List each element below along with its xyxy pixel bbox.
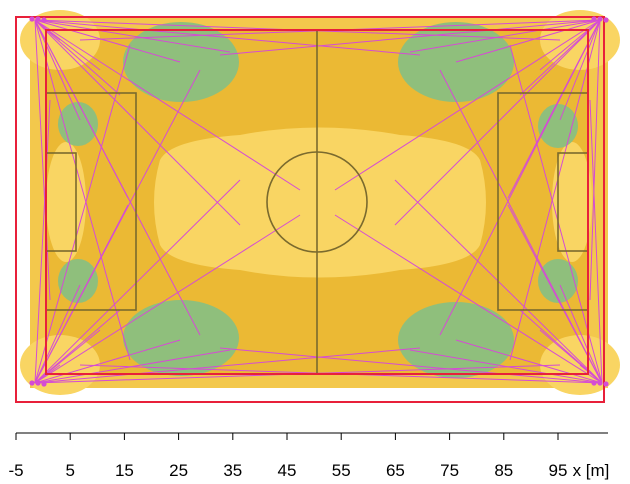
luminaire-dot	[29, 380, 35, 386]
scale-tick-label: 25	[169, 461, 188, 480]
beam-line	[34, 214, 301, 384]
beam-line	[34, 284, 81, 384]
beam-line	[455, 19, 601, 63]
beam-line	[409, 19, 601, 53]
luminaire-dot	[603, 381, 609, 387]
beam-line	[34, 19, 181, 63]
luminaire-dot	[603, 17, 609, 23]
scale-tick-label: 85	[494, 461, 513, 480]
beam-line	[34, 19, 421, 56]
beam-line	[509, 19, 601, 361]
beam-line	[219, 347, 603, 384]
scale-axis	[15, 432, 608, 440]
scale-tick-label: 5	[65, 461, 74, 480]
luminaire-dot	[597, 380, 603, 386]
luminaire-dot	[35, 16, 41, 22]
beam-line	[455, 339, 603, 384]
beam-line	[34, 19, 231, 53]
scale-tick-label: -5	[8, 461, 23, 480]
beam-line	[439, 19, 601, 336]
pitch-boundary	[45, 29, 589, 375]
beam-line	[589, 99, 603, 384]
beam-line	[539, 19, 601, 71]
beam-line	[34, 339, 181, 384]
scale-tick-label: 65	[386, 461, 405, 480]
scale-tick-label: 95	[549, 461, 568, 480]
beam-line	[219, 19, 601, 56]
luminaire-dot	[29, 16, 35, 22]
luminaire-points	[29, 16, 609, 387]
beam-line	[559, 19, 601, 121]
luminaire-dot	[41, 381, 47, 387]
center-circle	[266, 151, 368, 253]
beam-line	[334, 19, 601, 191]
beam-line	[34, 19, 81, 121]
center-bright-zone	[154, 127, 486, 278]
scale-tick-label: 15	[115, 461, 134, 480]
beam-line	[34, 99, 51, 384]
scale-tick-label: 35	[223, 461, 242, 480]
beam-line	[34, 19, 101, 71]
scale-tick-label: 55	[332, 461, 351, 480]
scale-unit-label: x [m]	[573, 461, 610, 480]
beam-line	[589, 19, 601, 301]
beam-line	[34, 19, 241, 226]
beam-line	[34, 19, 121, 96]
luminaire-dot	[597, 16, 603, 22]
beam-line	[34, 44, 131, 384]
beam-line	[34, 19, 131, 361]
beam-line	[34, 19, 301, 191]
beam-line	[34, 19, 51, 301]
luminaire-dot	[41, 17, 47, 23]
scale-tick-label: 45	[278, 461, 297, 480]
beam-line	[34, 179, 241, 384]
low-illuminance-zones	[58, 22, 578, 378]
beam-line	[559, 284, 603, 384]
beam-line	[334, 214, 603, 384]
luminaire-dot	[35, 380, 41, 386]
luminaire-dot	[591, 16, 597, 22]
beam-line	[34, 19, 201, 336]
beam-line	[34, 347, 421, 384]
calculation-boundary	[15, 16, 605, 403]
beam-line	[509, 44, 603, 384]
beam-line	[34, 69, 201, 384]
beam-line	[409, 349, 603, 384]
beam-line	[519, 19, 601, 96]
scale-tick-label: 75	[440, 461, 459, 480]
beam-line	[539, 329, 603, 384]
luminaire-dot	[591, 380, 597, 386]
beam-line	[439, 69, 603, 384]
